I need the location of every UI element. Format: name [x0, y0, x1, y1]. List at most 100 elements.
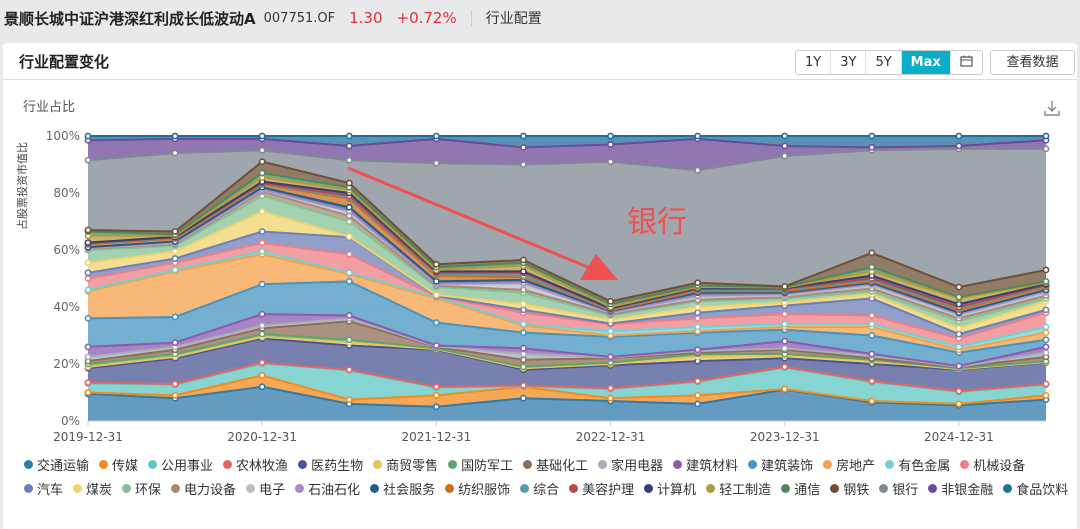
x-tick-label: 2019-12-31	[53, 430, 123, 444]
point-建筑材料	[520, 344, 527, 352]
point-有色金属	[258, 248, 266, 255]
legend-item[interactable]: 非银金融	[928, 479, 994, 498]
legend-label: 计算机	[657, 482, 697, 498]
legend-label: 煤炭	[86, 482, 113, 498]
legend-item[interactable]: 环保	[122, 479, 161, 498]
legend-item[interactable]: 医药生物	[298, 455, 363, 474]
legend-item[interactable]: 纺织服饰	[445, 479, 510, 498]
point-食品饮料	[258, 132, 266, 140]
point-通信	[868, 263, 876, 271]
annotation-label: 银行	[627, 205, 687, 240]
point-钢铁	[432, 260, 440, 268]
legend-item[interactable]: 公用事业	[148, 455, 213, 474]
legend-dot-icon	[445, 483, 455, 493]
section-name: 行业配置	[485, 11, 542, 27]
point-钢铁	[781, 283, 789, 290]
point-钢铁	[345, 179, 353, 187]
point-建筑材料	[258, 310, 266, 318]
point-传媒	[258, 371, 266, 379]
legend-dot-icon	[569, 483, 579, 493]
download-icon[interactable]	[1043, 99, 1061, 117]
legend-item[interactable]: 食品饮料	[1003, 479, 1068, 498]
point-建筑装饰	[84, 314, 92, 322]
point-有色金属	[868, 320, 876, 328]
legend-dot-icon	[148, 459, 158, 469]
legend-item[interactable]: 石油石化	[295, 479, 360, 498]
legend-dot-icon	[373, 459, 383, 469]
point-家用电器	[84, 353, 92, 361]
legend-item[interactable]: 传媒	[99, 455, 138, 474]
line-电力设备	[87, 190, 1047, 320]
legend-dot-icon	[223, 459, 233, 469]
legend-item[interactable]: 农林牧渔	[223, 455, 288, 474]
area-钢铁	[88, 161, 1046, 305]
point-银行	[345, 156, 353, 164]
legend-dot-icon	[523, 459, 533, 469]
range-max-button[interactable]: Max	[901, 51, 951, 74]
legend-label: 非银金融	[941, 482, 994, 498]
legend-label: 轻工制造	[719, 482, 772, 498]
legend-label: 社会服务	[383, 482, 436, 498]
x-tick-label: 2023-12-31	[750, 430, 820, 444]
point-有色金属	[345, 269, 353, 277]
fund-header: 景顺长城中证沪港深红利成长低波动A 007751.OF 1.30 +0.72% …	[0, 0, 1080, 36]
legend-dot-icon	[298, 459, 308, 469]
line-环保	[87, 194, 1047, 323]
line-轻工制造	[88, 176, 1047, 309]
line-有色金属	[87, 250, 1047, 348]
annotation-arrow	[347, 166, 591, 270]
legend-dot-icon	[24, 459, 33, 469]
legend-dot-icon	[99, 459, 109, 469]
area-银行	[88, 148, 1046, 302]
legend-item[interactable]: 有色金属	[885, 455, 950, 474]
legend-item[interactable]: 通信	[781, 479, 820, 498]
range-3y-button[interactable]: 3Y	[831, 51, 867, 74]
legend-dot-icon	[448, 459, 458, 469]
legend-item[interactable]: 计算机	[644, 479, 697, 498]
legend-item[interactable]: 社会服务	[370, 479, 436, 498]
range-5y-button[interactable]: 5Y	[866, 51, 902, 74]
legend-item[interactable]: 银行	[879, 479, 918, 498]
legend-item[interactable]: 电力设备	[171, 479, 236, 498]
point-银行	[781, 152, 789, 160]
legend-item[interactable]: 美容护理	[569, 479, 634, 498]
point-建筑材料	[955, 362, 963, 370]
point-有色金属	[781, 320, 789, 328]
calendar-button[interactable]	[951, 51, 982, 74]
view-data-button[interactable]: 查看数据	[990, 50, 1075, 75]
point-食品饮料	[171, 132, 179, 140]
legend-item[interactable]: 基础化工	[523, 455, 588, 474]
legend-item[interactable]: 房地产	[823, 455, 875, 474]
point-建筑装饰	[868, 332, 876, 339]
legend-dot-icon	[370, 483, 380, 493]
legend-item[interactable]: 建筑装饰	[748, 455, 814, 474]
legend-item[interactable]: 建筑材料	[673, 455, 738, 474]
legend-item[interactable]: 钢铁	[830, 479, 869, 498]
legend-label: 建筑装饰	[761, 458, 814, 474]
legend-dot-icon	[24, 483, 33, 493]
area-家用电器	[88, 318, 1046, 368]
point-机械设备	[781, 310, 789, 318]
point-环保	[345, 218, 353, 225]
point-建筑材料	[171, 339, 179, 347]
legend-item[interactable]: 综合	[520, 479, 559, 498]
legend-item[interactable]: 国防军工	[448, 455, 513, 474]
point-食品饮料	[520, 132, 527, 140]
card-title: 行业配置变化	[3, 43, 1077, 80]
point-家用电器	[520, 350, 527, 358]
point-银行	[1042, 145, 1050, 153]
range-1y-button[interactable]: 1Y	[796, 51, 832, 74]
legend-dot-icon	[598, 459, 608, 469]
legend-item[interactable]: 煤炭	[73, 479, 113, 498]
legend-item[interactable]: 机械设备	[960, 455, 1025, 474]
legend-item[interactable]: 轻工制造	[706, 479, 772, 498]
point-食品饮料	[432, 132, 440, 140]
point-农林牧渔	[258, 359, 266, 366]
chart-title: 行业占比	[23, 100, 76, 115]
legend-item[interactable]: 汽车	[24, 479, 63, 498]
point-传媒	[868, 397, 876, 405]
legend-item[interactable]: 交通运输	[24, 455, 89, 474]
legend-item[interactable]: 家用电器	[598, 455, 663, 474]
legend-item[interactable]: 商贸零售	[373, 455, 438, 474]
legend-item[interactable]: 电子	[246, 479, 285, 498]
